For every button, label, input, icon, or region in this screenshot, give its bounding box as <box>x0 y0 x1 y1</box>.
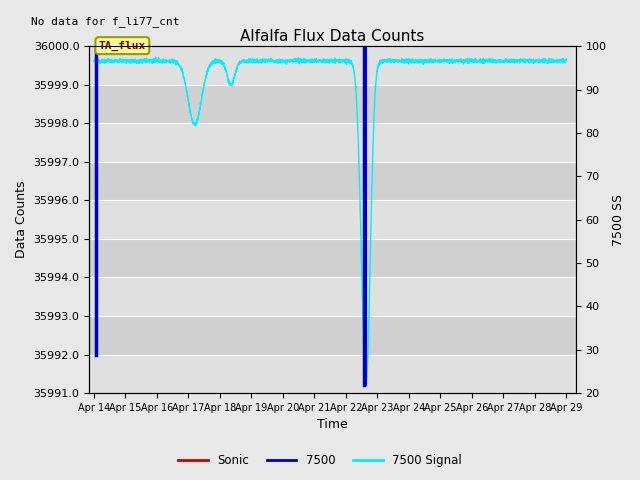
Bar <box>89 316 576 355</box>
Bar <box>89 239 576 277</box>
Bar <box>89 85 576 123</box>
Y-axis label: Data Counts: Data Counts <box>15 181 28 258</box>
Bar <box>89 46 576 85</box>
Bar <box>89 201 576 239</box>
Bar <box>89 355 576 393</box>
Bar <box>89 277 576 316</box>
Bar <box>89 123 576 162</box>
Text: No data for f_li77_cnt: No data for f_li77_cnt <box>31 16 179 27</box>
X-axis label: Time: Time <box>317 419 348 432</box>
Text: TA_flux: TA_flux <box>99 40 146 51</box>
Legend: Sonic, 7500, 7500 Signal: Sonic, 7500, 7500 Signal <box>173 449 467 472</box>
Title: Alfalfa Flux Data Counts: Alfalfa Flux Data Counts <box>240 29 425 44</box>
Bar <box>89 162 576 201</box>
Y-axis label: 7500 SS: 7500 SS <box>612 193 625 246</box>
